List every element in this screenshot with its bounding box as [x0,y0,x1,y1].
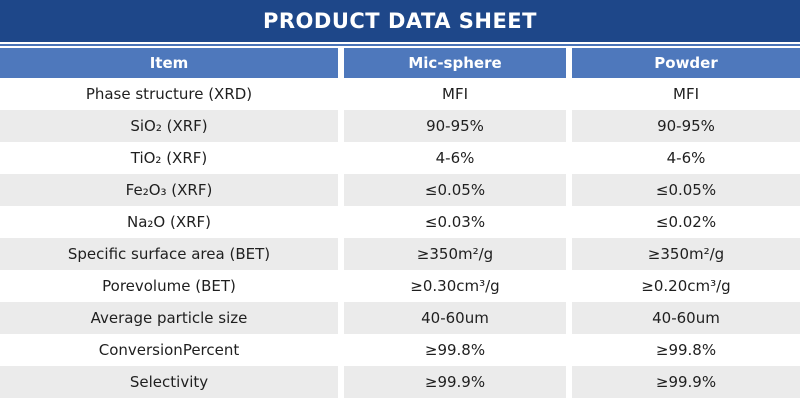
mic-sphere-cell: 40-60um [344,302,566,334]
banner-gap [0,42,800,44]
item-cell: Specific surface area (BET) [0,238,338,270]
table-row-average-particle-size: Average particle size 40-60um 40-60um [0,302,800,334]
item-cell: SiO₂ (XRF) [0,110,338,142]
mic-sphere-cell: ≤0.05% [344,174,566,206]
item-cell: Porevolume (BET) [102,277,236,295]
table-header-row: Item Mic-sphere Powder [0,48,800,78]
table-row-phase-structure: Phase structure (XRD) MFI MFI [0,78,800,110]
mic-sphere-cell: MFI [442,85,468,103]
page-banner: PRODUCT DATA SHEET [0,0,800,42]
powder-cell: ≥99.9% [572,366,800,398]
table-row-na2o: Na₂O (XRF) ≤0.03% ≤0.02% [0,206,800,238]
table-row-tio2: TiO₂ (XRF) 4-6% 4-6% [0,142,800,174]
table-row-conversion-percent: ConversionPercent ≥99.8% ≥99.8% [0,334,800,366]
accent-divider [0,44,800,46]
banner-gap [0,46,800,48]
table-row-fe2o3: Fe₂O₃ (XRF) ≤0.05% ≤0.05% [0,174,800,206]
mic-sphere-cell: ≤0.03% [424,213,486,231]
item-cell: Na₂O (XRF) [126,213,212,231]
powder-cell: ≤0.05% [572,174,800,206]
mic-sphere-cell: ≥0.30cm³/g [410,277,500,295]
mic-sphere-cell: ≥99.8% [424,341,486,359]
table-body: Phase structure (XRD) MFI MFI SiO₂ (XRF)… [0,78,800,398]
table-row-porevolume: Porevolume (BET) ≥0.30cm³/g ≥0.20cm³/g [0,270,800,302]
item-cell: Average particle size [0,302,338,334]
item-cell: TiO₂ (XRF) [130,149,208,167]
powder-cell: 40-60um [572,302,800,334]
item-cell: ConversionPercent [98,341,240,359]
powder-cell: MFI [673,85,699,103]
table-row-sio2: SiO₂ (XRF) 90-95% 90-95% [0,110,800,142]
powder-cell: ≤0.02% [655,213,717,231]
mic-sphere-cell: 90-95% [344,110,566,142]
powder-cell: ≥99.8% [655,341,717,359]
table-row-selectivity: Selectivity ≥99.9% ≥99.9% [0,366,800,398]
item-cell: Phase structure (XRD) [85,85,253,103]
powder-cell: ≥0.20cm³/g [641,277,731,295]
column-header-mic-sphere: Mic-sphere [344,48,566,78]
column-header-item: Item [0,48,338,78]
item-cell: Selectivity [0,366,338,398]
item-cell: Fe₂O₃ (XRF) [0,174,338,206]
powder-cell: 4-6% [666,149,706,167]
page-title: PRODUCT DATA SHEET [263,9,537,33]
mic-sphere-cell: ≥99.9% [344,366,566,398]
powder-cell: 90-95% [572,110,800,142]
mic-sphere-cell: 4-6% [435,149,475,167]
column-header-powder: Powder [572,48,800,78]
powder-cell: ≥350m²/g [572,238,800,270]
table-row-specific-surface-area: Specific surface area (BET) ≥350m²/g ≥35… [0,238,800,270]
mic-sphere-cell: ≥350m²/g [344,238,566,270]
